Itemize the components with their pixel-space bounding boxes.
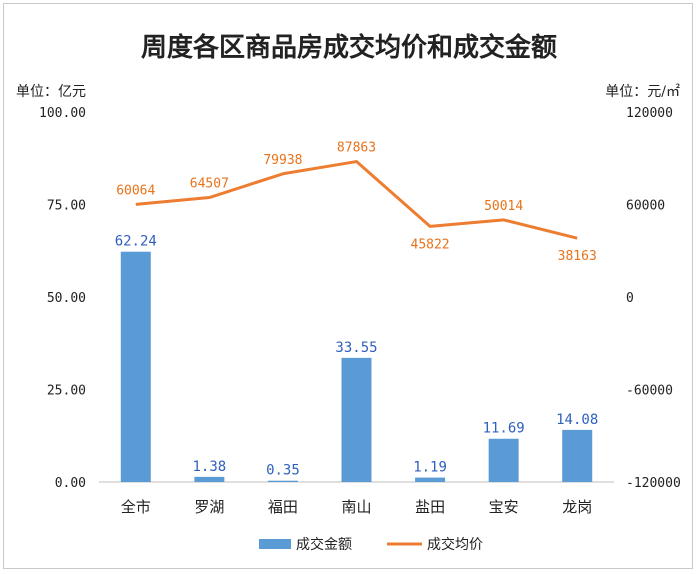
legend-label-bar: 成交金额 <box>296 536 352 553</box>
right-tick-label: -120000 <box>626 476 681 491</box>
line-value-label: 64507 <box>190 177 229 192</box>
chart-svg: 周度各区商品房成交均价和成交金额 单位：亿元 单位：元/㎡ 100.00 75.0… <box>16 32 681 553</box>
category-label: 罗湖 <box>194 498 224 516</box>
right-axis-ticks: 120000 60000 0 -60000 -120000 <box>626 106 681 491</box>
line-value-label: 45822 <box>411 237 450 252</box>
bar <box>562 429 593 482</box>
bar-value-label: 62.24 <box>115 234 157 250</box>
category-label: 龙岗 <box>562 498 592 516</box>
category-label: 盐田 <box>415 498 445 516</box>
line-series <box>135 160 578 240</box>
right-tick-label: 0 <box>626 291 634 306</box>
line-value-label: 60064 <box>116 183 155 198</box>
bar <box>341 357 372 482</box>
left-tick-label: 50.00 <box>47 291 86 306</box>
right-tick-label: 60000 <box>626 199 665 214</box>
chart-frame: 周度各区商品房成交均价和成交金额 单位：亿元 单位：元/㎡ 100.00 75.0… <box>3 3 693 569</box>
bar <box>488 438 519 482</box>
bar-value-label: 14.08 <box>556 412 598 428</box>
right-axis-unit: 单位：元/㎡ <box>605 84 680 100</box>
category-label: 全市 <box>121 498 151 516</box>
legend-label-line: 成交均价 <box>427 536 483 553</box>
bar <box>120 251 151 482</box>
left-tick-label: 25.00 <box>47 384 86 399</box>
chart-title: 周度各区商品房成交均价和成交金额 <box>141 32 557 63</box>
line-data-labels: 60064 64507 79938 87863 45822 50014 38163 <box>116 141 597 265</box>
bar-series <box>120 251 593 482</box>
category-label: 福田 <box>268 498 298 516</box>
left-tick-label: 75.00 <box>47 199 86 214</box>
left-axis-ticks: 100.00 75.00 50.00 25.00 0.00 <box>39 106 86 491</box>
bar-value-label: 11.69 <box>483 421 525 437</box>
left-tick-label: 0.00 <box>55 476 86 491</box>
left-axis-unit: 单位：亿元 <box>16 84 86 100</box>
bar-value-label: 33.55 <box>335 340 377 356</box>
category-label: 南山 <box>341 498 371 516</box>
bar-value-label: 0.35 <box>266 463 300 479</box>
legend-swatch-bar <box>259 539 291 549</box>
legend: 成交金额 成交均价 <box>259 536 483 553</box>
line-value-label: 38163 <box>558 249 597 264</box>
bar-value-label: 1.38 <box>192 459 226 475</box>
price-line <box>135 160 578 240</box>
line-value-label: 50014 <box>484 199 523 214</box>
left-tick-label: 100.00 <box>39 106 86 121</box>
bar <box>267 480 298 482</box>
category-labels: 全市 罗湖 福田 南山 盐田 宝安 龙岗 <box>121 498 592 516</box>
right-tick-label: 120000 <box>626 106 673 121</box>
bar-data-labels: 62.24 1.38 0.35 33.55 1.19 11.69 14.08 <box>115 234 599 479</box>
line-value-label: 79938 <box>263 153 302 168</box>
bar <box>415 477 446 482</box>
bar <box>194 476 225 482</box>
right-tick-label: -60000 <box>626 384 673 399</box>
line-value-label: 87863 <box>337 141 376 156</box>
category-label: 宝安 <box>489 498 519 516</box>
bar-value-label: 1.19 <box>413 460 447 476</box>
